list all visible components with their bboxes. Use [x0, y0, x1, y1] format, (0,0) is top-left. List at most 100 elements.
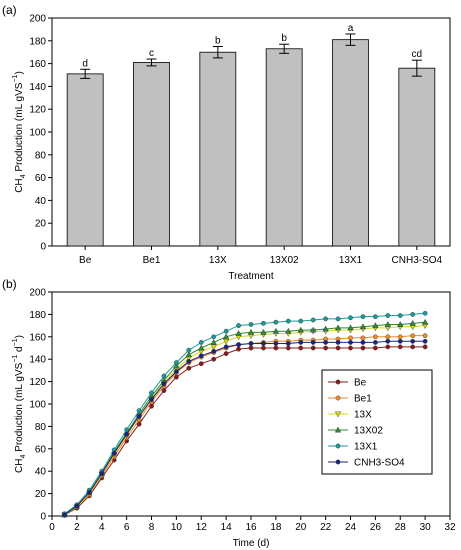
data-point	[222, 333, 230, 340]
data-point	[360, 314, 366, 320]
x-tick-label: 28	[395, 522, 407, 533]
bar	[199, 51, 237, 247]
data-point	[273, 345, 279, 351]
data-point	[74, 503, 80, 509]
data-point	[248, 341, 254, 346]
panel-b-label: (b)	[2, 277, 17, 291]
legend-swatch-marker	[334, 411, 342, 418]
data-point	[161, 388, 167, 393]
data-point	[198, 339, 204, 345]
y-tick-label: 200	[29, 288, 46, 299]
x-tick-label: 6	[124, 522, 130, 533]
data-point	[422, 310, 428, 316]
data-point	[297, 326, 304, 333]
data-point	[223, 328, 229, 334]
y-tick-label: 0	[40, 242, 46, 253]
y-tick-label: 120	[29, 105, 46, 116]
data-point	[298, 345, 304, 351]
x-tick-label: 30	[420, 522, 432, 533]
bar-series: d c b b a cd	[66, 23, 436, 247]
legend-label: 13X	[354, 410, 372, 421]
data-point	[410, 338, 416, 344]
data-point	[285, 341, 291, 346]
legend-box	[321, 369, 433, 475]
data-point	[360, 335, 366, 341]
y-tick-label: 140	[29, 355, 46, 366]
data-point	[285, 318, 291, 324]
data-point	[236, 342, 241, 348]
data-point	[261, 341, 266, 346]
data-point	[397, 334, 403, 340]
data-point	[334, 324, 342, 331]
legend-swatch-marker	[335, 443, 341, 449]
data-point	[372, 345, 378, 351]
data-point	[248, 345, 254, 351]
data-point	[372, 314, 378, 320]
data-point	[260, 328, 267, 335]
data-point	[223, 351, 229, 356]
data-point	[360, 339, 366, 345]
data-point	[322, 325, 329, 332]
y-tick-label: 180	[29, 310, 46, 321]
data-point	[173, 362, 180, 369]
legend-label: 13X1	[354, 442, 378, 453]
x-tick-label: 32	[444, 522, 456, 533]
data-point	[236, 323, 241, 328]
series-line	[64, 321, 426, 516]
significance-letter: cd	[412, 49, 423, 60]
y-tick-label: 80	[35, 150, 47, 161]
category-label: 13X1	[339, 255, 363, 266]
legend-swatch-marker	[335, 459, 341, 465]
bar	[332, 39, 369, 247]
line-series-group	[61, 310, 429, 519]
series-cnh3-so4	[62, 338, 428, 518]
data-point	[186, 359, 192, 364]
data-point	[86, 490, 92, 495]
data-point	[310, 339, 316, 345]
y-tick-label: 160	[29, 332, 46, 343]
data-point	[211, 348, 217, 354]
bar	[66, 73, 104, 247]
data-point	[360, 345, 366, 351]
data-point	[173, 360, 179, 365]
data-point	[261, 320, 266, 326]
panel-a-label: (a)	[2, 3, 17, 17]
data-point	[211, 356, 217, 362]
y-tick-label: 40	[35, 467, 47, 478]
significance-letter: d	[82, 58, 88, 69]
data-point	[285, 327, 292, 334]
significance-letter: a	[348, 23, 354, 34]
data-point	[111, 450, 117, 456]
legend-label: Be1	[354, 394, 372, 405]
data-point	[347, 324, 354, 331]
data-point	[348, 335, 353, 341]
data-point	[186, 365, 192, 371]
line-x-axis: 0 2 4 6 8 10 12 14 16 18 20 22 24 26 28 30 32	[49, 516, 456, 533]
data-point	[397, 313, 403, 318]
data-point	[211, 334, 217, 340]
data-point	[261, 345, 266, 351]
data-point	[235, 330, 242, 336]
y-tick-label: 40	[35, 196, 47, 207]
bar	[265, 48, 303, 247]
data-point	[335, 345, 341, 351]
data-point	[410, 311, 416, 317]
data-point	[397, 344, 403, 350]
data-point	[273, 319, 279, 325]
data-point	[359, 323, 367, 330]
y-tick-label: 120	[29, 377, 46, 388]
x-tick-label: 4	[99, 522, 105, 533]
y-tick-label: 20	[35, 219, 47, 230]
legend-swatch-marker	[334, 426, 342, 433]
data-point	[385, 334, 391, 340]
legend-swatch-marker	[335, 379, 341, 385]
significance-letter: b	[281, 33, 287, 44]
data-point	[161, 373, 167, 379]
y-tick-label: 140	[29, 82, 46, 93]
x-tick-label: 0	[49, 522, 55, 533]
data-point	[323, 345, 329, 351]
data-point	[335, 339, 341, 345]
